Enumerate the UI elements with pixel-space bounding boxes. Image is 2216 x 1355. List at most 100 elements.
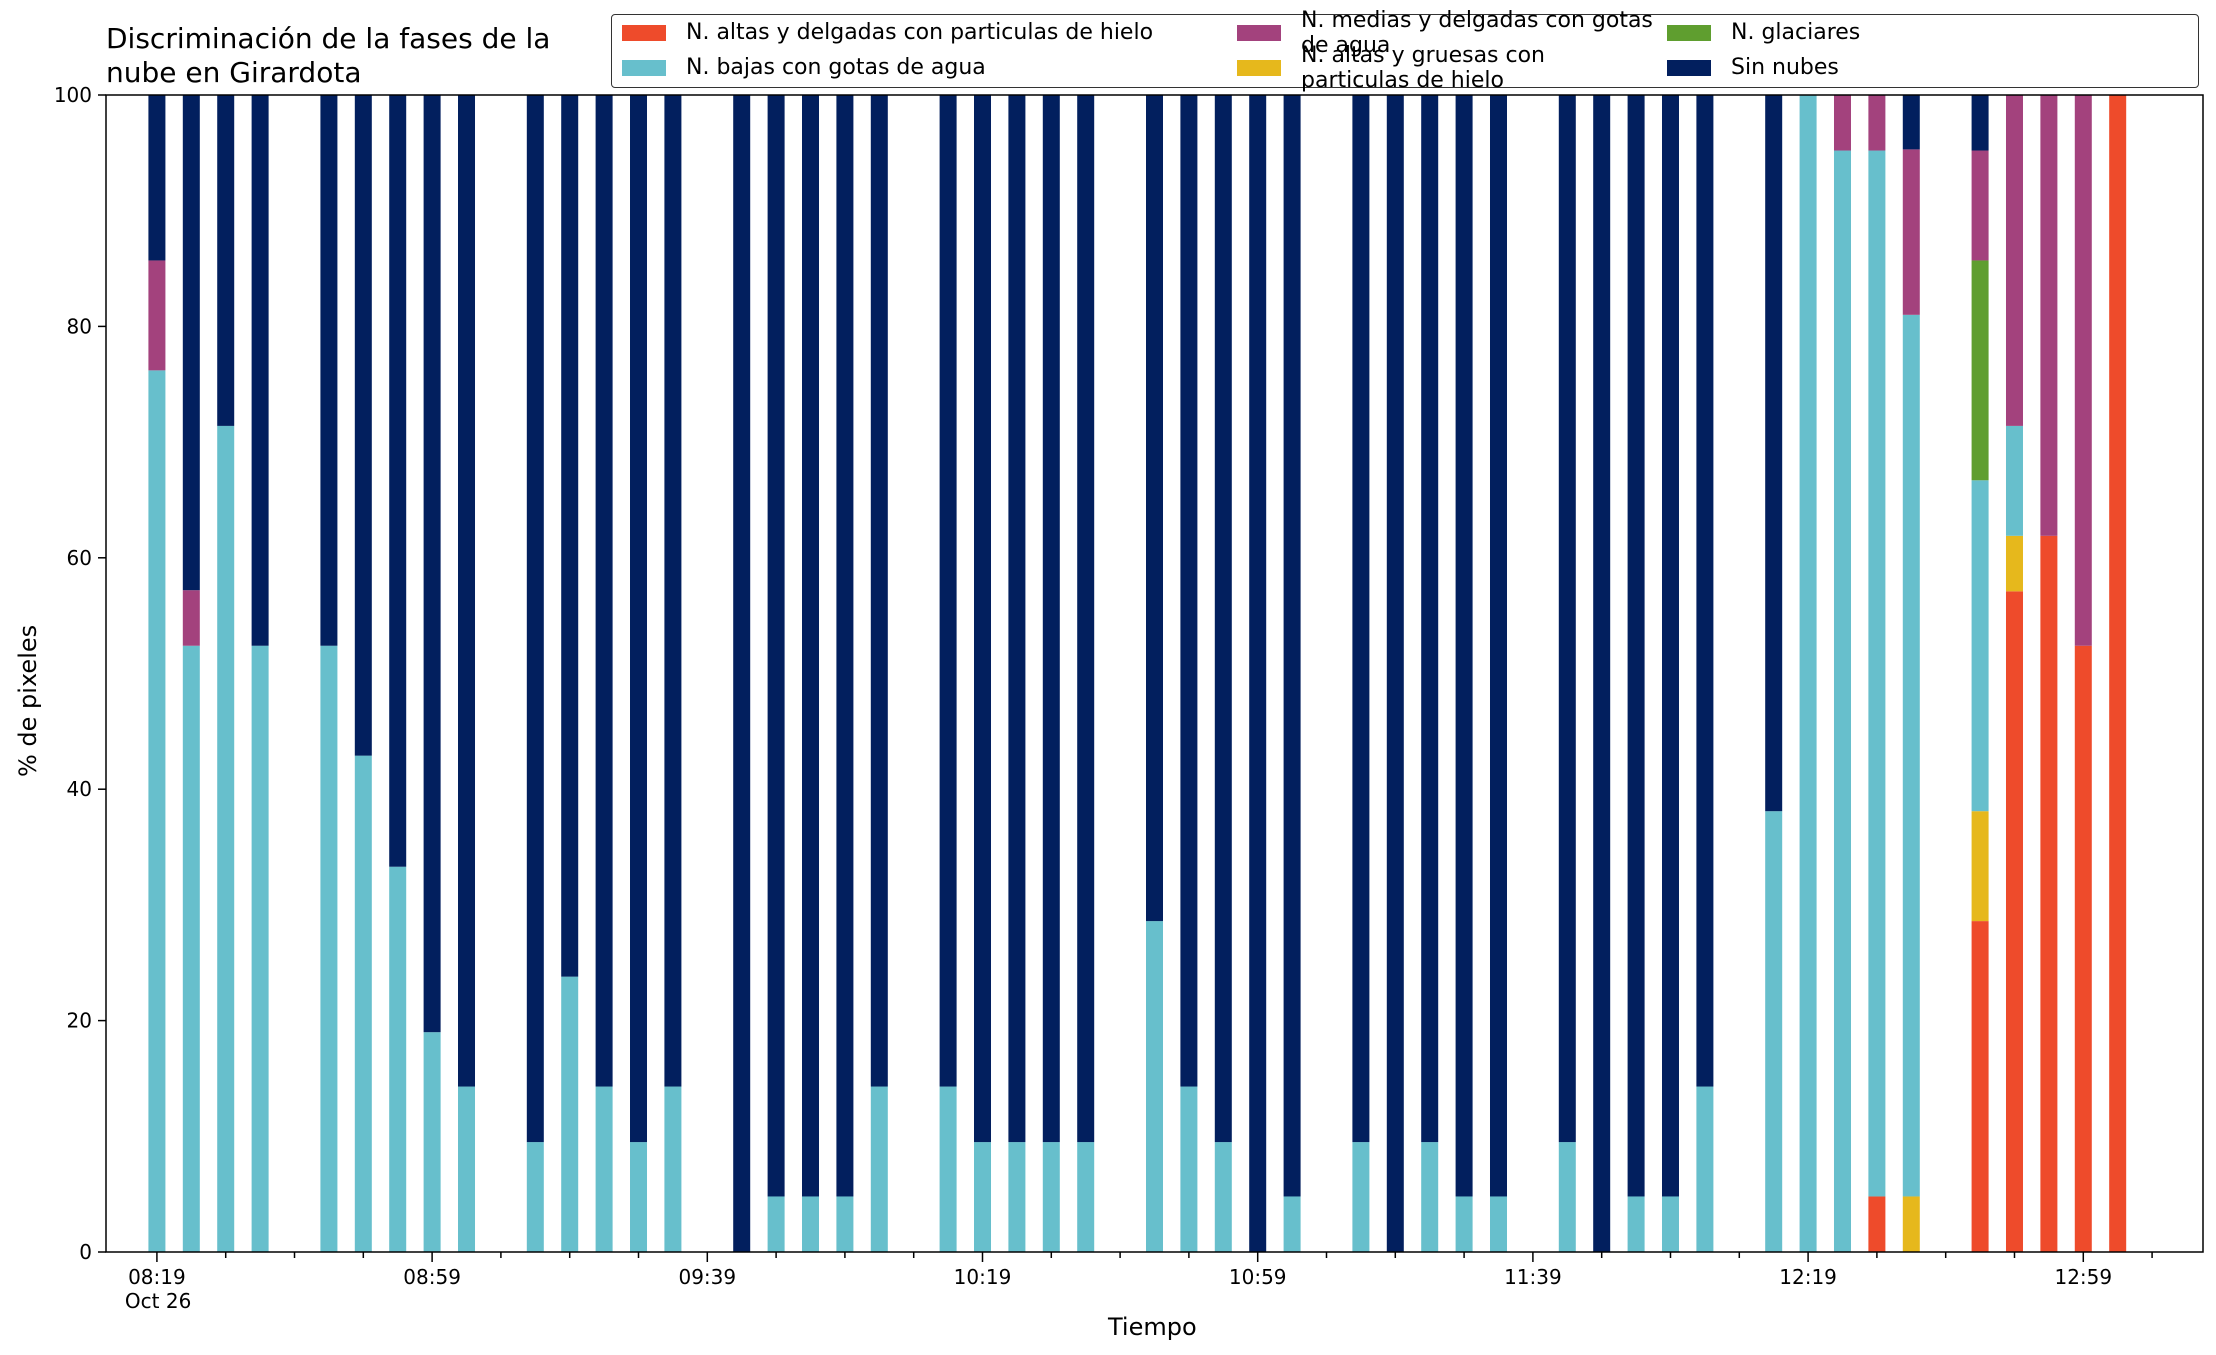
bar-segment-lt	[2074, 645, 2092, 1252]
bar-segment-b	[251, 645, 269, 1252]
legend-item-s: Sin nubes	[1657, 50, 2197, 85]
bar-segment-s	[389, 95, 407, 867]
legend-swatch	[622, 59, 666, 76]
bar-segment-s	[939, 95, 957, 1087]
legend-swatch	[1667, 59, 1711, 76]
x-tick-label: 12:59	[2054, 1265, 2112, 1289]
legend-swatch	[1237, 24, 1281, 41]
y-tick-label: 80	[67, 314, 92, 338]
bar-segment-s	[1593, 95, 1611, 1252]
bar-segment-m	[2040, 95, 2058, 536]
bar-segment-s	[182, 95, 200, 591]
bar-segment-b	[1833, 150, 1851, 1252]
bar-segment-b	[1146, 921, 1163, 1252]
bar-segment-b	[1421, 1142, 1439, 1252]
bar-segment-s	[1661, 95, 1679, 1197]
bar-segment-b	[2005, 425, 2023, 536]
bar-segment-s	[148, 95, 166, 261]
bar-segment-s	[561, 95, 579, 977]
bar-segment-m	[148, 260, 166, 371]
bar-segment-s	[1352, 95, 1370, 1143]
y-tick-label: 20	[67, 1009, 92, 1033]
bar-segment-s	[1627, 95, 1645, 1197]
bar-segment-s	[1180, 95, 1198, 1087]
bar-segment-m	[1833, 95, 1851, 151]
bar-segment-b	[1661, 1196, 1679, 1252]
bar-segment-lt	[1971, 921, 1989, 1252]
bar-segment-b	[767, 1196, 785, 1252]
bar-segment-b	[217, 425, 235, 1253]
bar-segment-s	[1283, 95, 1301, 1197]
bar-segment-s	[836, 95, 854, 1197]
bar-segment-s	[1146, 95, 1163, 922]
y-tick-label: 60	[67, 546, 92, 570]
bar-segment-b	[664, 1086, 682, 1252]
bar-segment-s	[1558, 95, 1576, 1143]
bar-segment-lt	[2005, 591, 2023, 1252]
bar-segment-s	[1008, 95, 1026, 1143]
bar-segment-m	[1971, 150, 1989, 261]
bar-segment-b	[148, 370, 166, 1253]
x-tick-label: Oct 26	[125, 1289, 191, 1313]
y-tick-label: 100	[54, 83, 92, 107]
legend-label: N. bajas con gotas de agua	[686, 55, 986, 80]
legend-label: Sin nubes	[1731, 55, 1839, 80]
bar-segment-s	[1421, 95, 1439, 1143]
bar-segment-s	[733, 95, 751, 1252]
bar-segment-s	[354, 95, 372, 756]
bar-segment-m	[1868, 95, 1886, 151]
bar-segment-b	[595, 1086, 613, 1252]
bar-segment-b	[802, 1196, 820, 1252]
legend-item-gr: N. altas y gruesas con particulas de hie…	[1227, 43, 1657, 93]
legend-item-gl: N. glaciares	[1657, 15, 2197, 50]
bar-segment-gr	[2005, 535, 2023, 592]
bar-segment-m	[2005, 95, 2023, 426]
bar-segment-s	[1696, 95, 1714, 1087]
bar-segment-b	[1008, 1142, 1026, 1252]
legend-item-b: N. bajas con gotas de agua	[612, 50, 1227, 85]
bar-segment-b	[630, 1142, 648, 1252]
bar-segment-b	[458, 1086, 476, 1252]
bar-segment-b	[1902, 314, 1920, 1197]
bar-segment-s	[870, 95, 888, 1087]
x-tick-label: 10:59	[1229, 1265, 1287, 1289]
bar-segment-s	[320, 95, 338, 646]
bar-segment-s	[974, 95, 992, 1143]
chart-title: Discriminación de la fases de la nube en…	[106, 22, 551, 89]
y-tick-label: 40	[67, 777, 92, 801]
bar-segment-b	[423, 1032, 441, 1252]
bar-segment-b	[1489, 1196, 1507, 1252]
bar-segment-b	[1799, 95, 1817, 1252]
bar-segment-s	[526, 95, 544, 1143]
bar-segment-s	[1249, 95, 1267, 1252]
bar-segment-b	[1558, 1142, 1576, 1252]
bar-segment-b	[1042, 1142, 1060, 1252]
legend-swatch	[1667, 24, 1711, 41]
bar-segment-b	[836, 1196, 854, 1252]
legend-label: N. altas y gruesas con particulas de hie…	[1301, 42, 1545, 93]
bar-segment-s	[630, 95, 648, 1143]
bar-segment-b	[1352, 1142, 1370, 1252]
bar-segment-b	[1180, 1086, 1198, 1252]
bar-segment-m	[182, 590, 200, 646]
bar-segment-b	[1455, 1196, 1473, 1252]
legend-item-m: N. medias y delgadas con gotas de agua	[1227, 8, 1657, 58]
bar-segment-s	[767, 95, 785, 1197]
bar-segment-b	[1077, 1142, 1095, 1252]
bar-segment-b	[320, 645, 338, 1252]
chart-legend: N. altas y delgadas con particulas de hi…	[611, 8, 2199, 93]
bar-segment-s	[1902, 95, 1920, 150]
legend-swatch	[1237, 59, 1281, 76]
bar-segment-b	[1971, 480, 1989, 812]
x-axis-label: Tiempo	[1108, 1313, 1197, 1341]
legend-label: N. altas y delgadas con particulas de hi…	[686, 20, 1154, 45]
x-tick-label: 08:19	[128, 1265, 186, 1289]
bar-segment-m	[1902, 149, 1920, 315]
bar-segment-b	[1765, 811, 1783, 1252]
plot-frame	[105, 94, 2204, 1253]
bar-segment-m	[2074, 95, 2092, 646]
bar-segment-gl	[1971, 260, 1989, 481]
bar-segment-s	[595, 95, 613, 1087]
bar-segment-s	[458, 95, 476, 1087]
